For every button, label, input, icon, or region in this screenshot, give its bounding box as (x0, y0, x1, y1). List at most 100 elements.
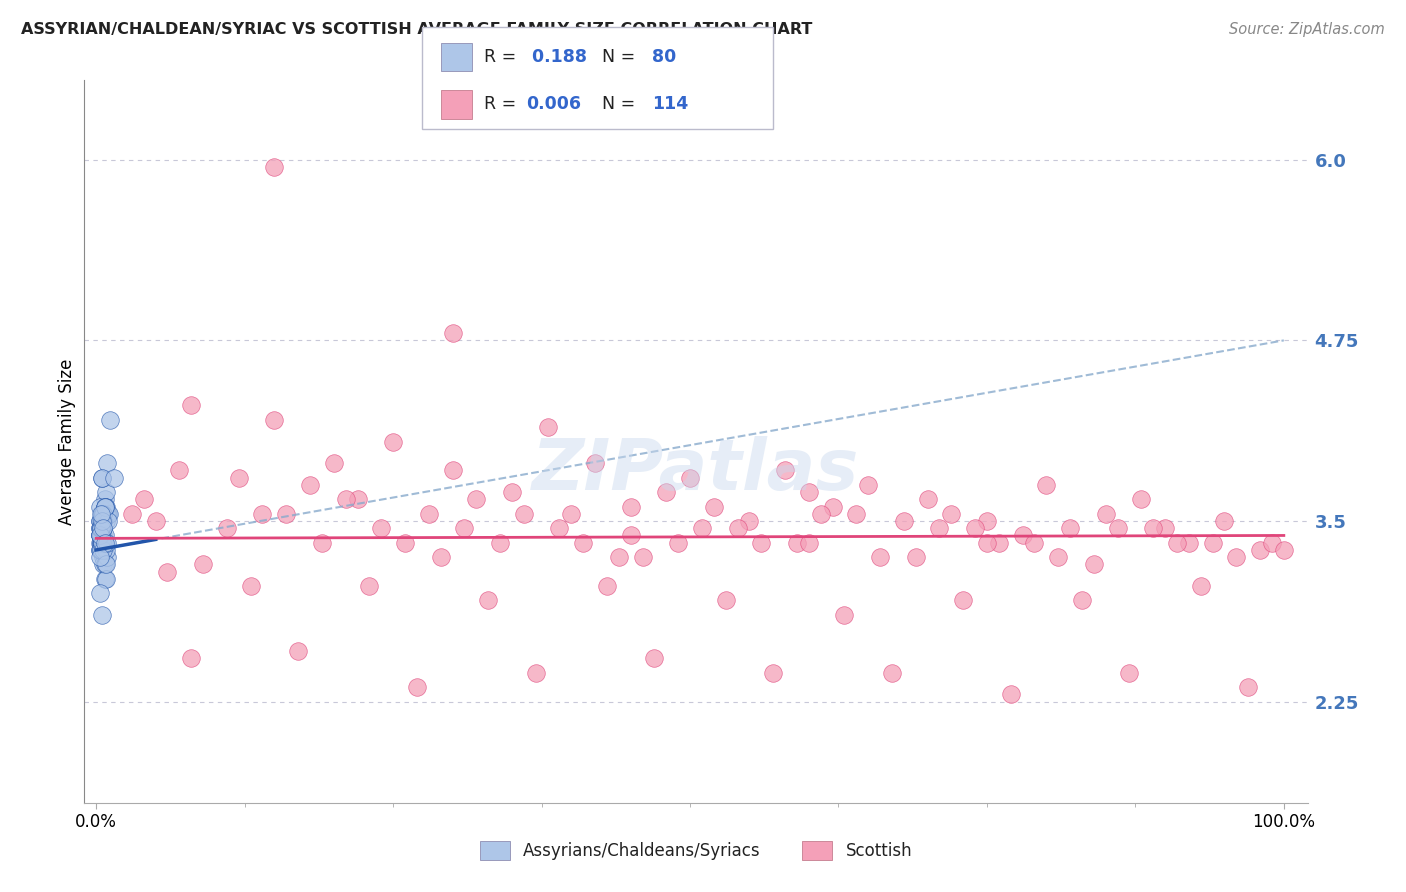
Point (631, 550, 654, 565)
Point (93, 542, 115, 557)
Point (453, 521, 475, 535)
Point (89, 500, 111, 514)
Point (91, 607, 114, 622)
Point (501, 485, 523, 500)
Point (90, 521, 112, 535)
Point (952, 593, 974, 607)
Point (90, 514, 112, 528)
Text: 80: 80 (652, 48, 676, 66)
Point (96, 550, 118, 565)
Point (91, 507, 114, 521)
Point (180, 651, 202, 665)
Point (1094, 507, 1116, 521)
Point (928, 521, 950, 535)
Point (90, 528, 112, 542)
Point (156, 565, 179, 579)
Point (91, 528, 114, 542)
Point (94, 542, 117, 557)
Point (94, 485, 117, 500)
Point (91, 535, 114, 549)
Y-axis label: Average Family Size: Average Family Size (58, 359, 76, 524)
Point (93, 558, 115, 572)
Point (738, 514, 761, 528)
Point (93, 542, 115, 557)
Text: ZIPatlas: ZIPatlas (533, 436, 859, 505)
Point (893, 514, 915, 528)
Point (643, 651, 665, 665)
Point (810, 507, 832, 521)
Point (93, 500, 115, 514)
Point (524, 665, 547, 680)
Point (370, 521, 392, 535)
Point (690, 521, 713, 535)
Text: Source: ZipAtlas.com: Source: ZipAtlas.com (1229, 22, 1385, 37)
Point (93, 500, 115, 514)
Point (169, 463, 191, 477)
Point (489, 535, 512, 549)
Point (93, 507, 115, 521)
Point (96, 507, 118, 521)
Point (93, 521, 115, 535)
Point (560, 507, 582, 521)
Point (90, 535, 112, 549)
Point (96, 456, 118, 470)
Point (228, 471, 250, 485)
Point (583, 456, 606, 470)
Point (239, 579, 262, 593)
Point (322, 456, 344, 470)
Point (1249, 542, 1271, 557)
Point (89, 542, 111, 557)
Point (93, 528, 115, 542)
Point (263, 160, 285, 174)
Point (548, 521, 571, 535)
Point (418, 507, 440, 521)
Point (620, 500, 643, 514)
Point (1047, 550, 1070, 565)
Point (1059, 521, 1081, 535)
Point (666, 535, 689, 549)
Point (89, 528, 111, 542)
Point (679, 471, 702, 485)
Point (97, 507, 120, 521)
Point (94, 572, 117, 586)
Point (90, 542, 112, 557)
Point (276, 507, 298, 521)
Point (93, 528, 115, 542)
Point (845, 507, 868, 521)
Point (346, 492, 368, 507)
Point (1237, 680, 1260, 694)
Point (93, 492, 115, 507)
Point (91, 535, 114, 549)
Point (298, 478, 321, 492)
Point (90, 514, 112, 528)
Text: 0.188: 0.188 (526, 48, 586, 66)
Point (976, 514, 998, 528)
Point (1178, 535, 1201, 549)
Point (1000, 687, 1022, 701)
Point (97, 514, 120, 528)
Point (93, 514, 115, 528)
Point (441, 463, 464, 477)
Point (89, 535, 111, 549)
Point (91, 535, 114, 549)
Point (191, 558, 214, 572)
Point (655, 485, 678, 500)
Point (90, 521, 112, 535)
Text: ASSYRIAN/CHALDEAN/SYRIAC VS SCOTTISH AVERAGE FAMILY SIZE CORRELATION CHART: ASSYRIAN/CHALDEAN/SYRIAC VS SCOTTISH AVE… (21, 22, 813, 37)
Point (1024, 535, 1046, 549)
Point (89, 521, 111, 535)
Point (714, 593, 737, 607)
Point (94, 507, 117, 521)
Point (1142, 521, 1164, 535)
Point (89, 542, 111, 557)
Point (93, 514, 115, 528)
Text: R =: R = (484, 48, 522, 66)
Point (1272, 542, 1295, 557)
Point (441, 326, 464, 341)
Point (1154, 521, 1177, 535)
Point (91, 507, 114, 521)
Point (263, 413, 285, 427)
Point (1166, 535, 1188, 549)
Point (749, 535, 772, 549)
Point (1225, 550, 1247, 565)
